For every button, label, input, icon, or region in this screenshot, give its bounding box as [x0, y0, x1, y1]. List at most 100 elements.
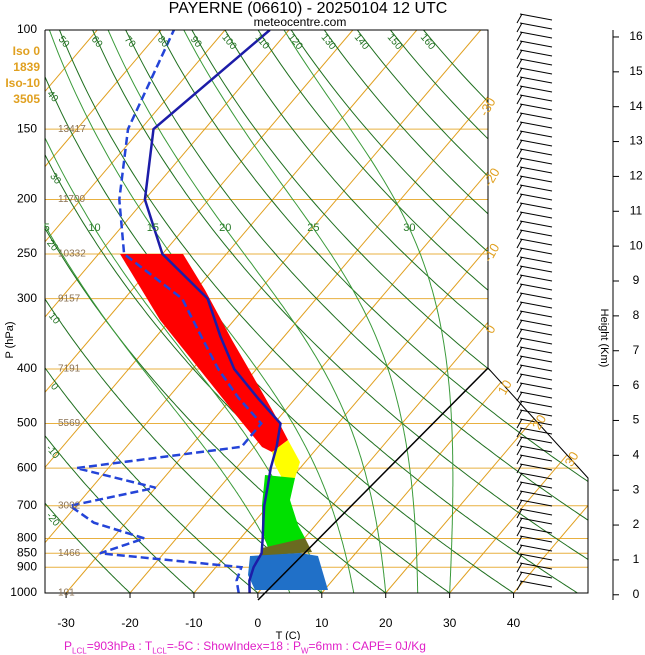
wind-barb	[519, 202, 553, 210]
freezing-level: 1839	[13, 60, 40, 74]
wind-barb	[516, 157, 523, 168]
dry-adiabat-label: 150	[385, 32, 404, 52]
wind-barb	[519, 22, 553, 30]
wind-barb	[516, 436, 523, 447]
layer-fill	[248, 553, 328, 590]
wind-barb	[516, 112, 523, 123]
isotherm-label: 10	[495, 377, 515, 397]
wind-barb	[516, 274, 523, 285]
wind-barb	[519, 535, 553, 543]
wind-barb	[519, 31, 553, 39]
layer-fills	[120, 254, 328, 590]
dry-adiabat-label: 100	[219, 32, 238, 52]
wind-barb	[516, 13, 523, 24]
wind-barb	[516, 238, 523, 249]
wind-barb	[516, 256, 523, 267]
wind-barb	[519, 94, 553, 102]
wind-barb	[519, 85, 553, 93]
freezing-level: 3505	[13, 92, 40, 106]
wind-barb	[519, 499, 553, 507]
wind-barb	[519, 139, 553, 147]
wind-barb	[516, 76, 523, 87]
isotherm-label: -10	[480, 241, 502, 265]
y2-tick-label: 8	[633, 308, 640, 322]
isotherm	[513, 30, 588, 593]
dry-adiabat	[125, 30, 588, 593]
y2-tick-label: 13	[629, 134, 643, 148]
dry-adiabat	[45, 30, 386, 593]
footer-subscript: LCL	[72, 646, 87, 655]
wind-barb	[519, 121, 553, 129]
isotherm	[385, 30, 588, 593]
wind-barb	[516, 544, 523, 555]
wind-barb	[516, 139, 523, 150]
wind-barb	[516, 283, 523, 294]
chart: PAYERNE (06610) - 20250104 12 UTC meteoc…	[4, 0, 643, 640]
wind-barb	[516, 148, 523, 159]
y-tick-label: 600	[17, 460, 37, 474]
level-height: 9157	[58, 293, 81, 304]
wind-barbs	[516, 13, 553, 591]
wind-barb	[519, 463, 553, 471]
footer-text: =6mm : CAPE= 0J/Kg	[308, 639, 426, 653]
isotherm	[45, 30, 226, 593]
y2-tick-label: 9	[633, 273, 640, 287]
wind-barb	[516, 400, 523, 411]
y2-tick-label: 1	[633, 552, 640, 566]
wind-barb	[516, 553, 523, 564]
wind-barb	[516, 337, 523, 348]
isotherm	[257, 30, 588, 593]
y-tick-label: 400	[17, 361, 37, 375]
wind-barb	[519, 427, 553, 435]
x-tick-label: 10	[315, 616, 329, 630]
wind-barb	[519, 436, 553, 444]
x-tick-label: -20	[121, 616, 139, 630]
wind-barb	[516, 481, 523, 492]
wind-barb	[519, 247, 553, 255]
wind-barb	[519, 373, 553, 381]
wind-barb	[516, 571, 523, 582]
wind-barb	[516, 49, 523, 60]
wind-barb	[519, 526, 553, 534]
wind-barb	[519, 337, 553, 345]
dry-adiabat-label: -10	[43, 443, 61, 461]
wind-barb	[519, 409, 553, 417]
wind-barb	[516, 265, 523, 276]
dry-adiabat-label: 140	[352, 32, 371, 52]
wind-barb	[516, 382, 523, 393]
y2-tick-label: 4	[633, 447, 640, 461]
wind-barb	[516, 373, 523, 384]
y2-tick-label: 12	[629, 169, 643, 183]
wind-barb	[519, 382, 553, 390]
level-height: 13417	[58, 124, 86, 135]
y-tick-label: 850	[17, 545, 37, 559]
dry-adiabat	[158, 30, 588, 593]
wind-barb	[516, 247, 523, 258]
plot-frame	[44, 29, 589, 594]
y2-tick-label: 3	[633, 482, 640, 496]
wind-barb	[519, 445, 553, 453]
isotherm	[45, 30, 482, 593]
wind-barb	[519, 400, 553, 408]
wind-barb	[516, 292, 523, 303]
dry-adiabat	[45, 30, 259, 593]
wind-barb	[516, 499, 523, 510]
wind-barb	[519, 418, 553, 426]
layer-fill	[120, 254, 288, 452]
dry-adiabat-label: 50	[56, 34, 72, 50]
dry-adiabat-label: 130	[319, 32, 338, 52]
y2-tick-label: 0	[633, 587, 640, 601]
wind-barb	[519, 283, 553, 291]
isotherm	[193, 30, 588, 593]
isotherm-label: -30	[476, 95, 498, 119]
wind-barb	[519, 40, 553, 48]
wind-barb	[519, 13, 553, 21]
dry-adiabat-label: 40	[44, 89, 60, 105]
wind-barb	[519, 292, 553, 300]
wind-barb	[516, 130, 523, 141]
moist-adiabat-label: 20	[219, 222, 231, 234]
wind-barb	[516, 346, 523, 357]
wind-barb	[516, 166, 523, 177]
wind-barb	[519, 562, 553, 570]
layer-fill	[272, 440, 300, 478]
